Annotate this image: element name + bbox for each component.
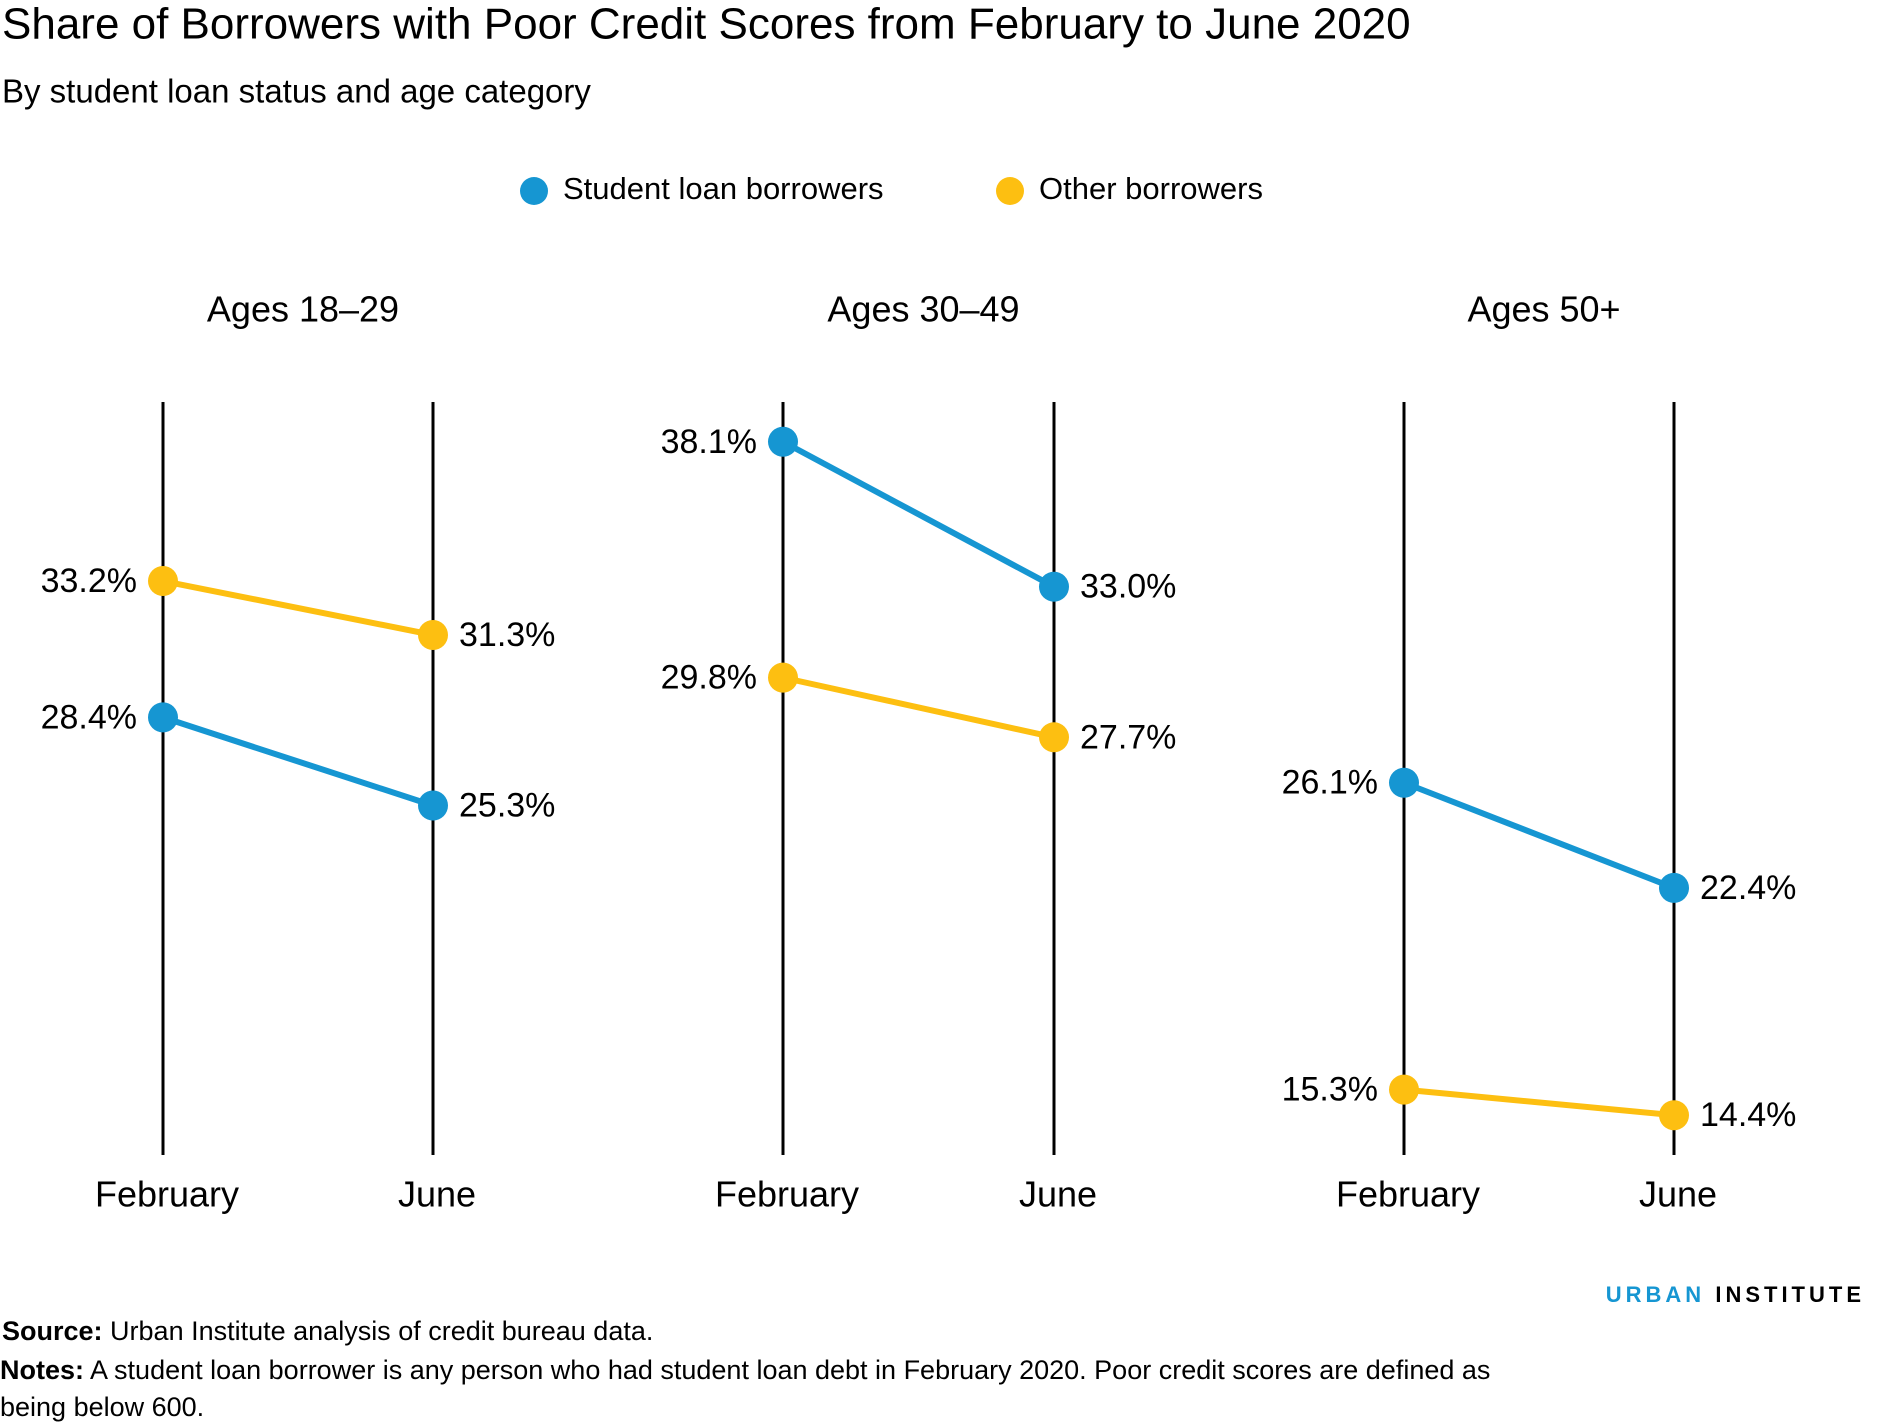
panel-title: Ages 30–49	[827, 289, 1019, 330]
value-label: 25.3%	[459, 786, 555, 824]
legend-marker	[996, 177, 1024, 205]
brand-first: URBAN	[1606, 1282, 1705, 1307]
panel-title: Ages 18–29	[207, 289, 399, 330]
source: Source: Urban Institute analysis of cred…	[2, 1316, 653, 1346]
brand-second: INSTITUTE	[1715, 1282, 1865, 1307]
value-label: 29.8%	[661, 659, 757, 697]
series-line	[782, 674, 1055, 741]
x-tick-label: June	[1019, 1174, 1097, 1215]
point	[768, 426, 798, 457]
value-label: 15.3%	[1282, 1071, 1378, 1109]
point	[768, 662, 798, 693]
x-tick-label: June	[398, 1174, 476, 1215]
source-text: Urban Institute analysis of credit burea…	[110, 1316, 653, 1346]
value-label: 22.4%	[1700, 869, 1796, 907]
series-line	[162, 578, 434, 638]
value-label: 27.7%	[1080, 718, 1176, 756]
notes-text: A student loan borrower is any person wh…	[0, 1355, 1491, 1422]
point	[1389, 767, 1419, 798]
value-label: 33.2%	[41, 562, 137, 600]
point	[418, 620, 448, 651]
point	[148, 566, 178, 597]
panel-title: Ages 50+	[1467, 289, 1620, 330]
x-tick-label: June	[1639, 1174, 1717, 1215]
point	[1039, 722, 1069, 753]
chart-subtitle: By student loan status and age category	[2, 73, 591, 110]
point	[148, 702, 178, 733]
legend-label: Other borrowers	[1039, 171, 1263, 206]
value-label: 26.1%	[1282, 764, 1378, 802]
value-label: 31.3%	[459, 616, 555, 654]
point	[1039, 571, 1069, 602]
point	[1389, 1074, 1419, 1105]
notes-box: Notes: A student loan borrower is any pe…	[0, 1352, 1560, 1424]
x-tick-label: February	[715, 1174, 859, 1215]
series-line	[781, 439, 1056, 590]
x-tick-label: February	[1336, 1174, 1480, 1215]
value-label: 33.0%	[1080, 568, 1176, 606]
legend-label: Student loan borrowers	[563, 171, 884, 206]
series-line	[162, 714, 434, 809]
series-line	[1402, 779, 1676, 891]
chart-title: Share of Borrowers with Poor Credit Scor…	[2, 0, 1411, 49]
point	[418, 790, 448, 821]
series-line	[1403, 1086, 1675, 1119]
source-label: Source:	[2, 1316, 103, 1346]
notes-label: Notes:	[0, 1355, 85, 1385]
point	[1659, 872, 1689, 903]
brand: URBAN INSTITUTE	[1606, 1282, 1865, 1307]
x-tick-label: February	[95, 1174, 239, 1215]
notes: Notes: A student loan borrower is any pe…	[0, 1352, 1560, 1424]
value-label: 28.4%	[41, 698, 137, 736]
value-label: 14.4%	[1700, 1096, 1796, 1134]
legend-marker	[520, 177, 548, 205]
point	[1659, 1100, 1689, 1131]
value-label: 38.1%	[661, 423, 757, 461]
